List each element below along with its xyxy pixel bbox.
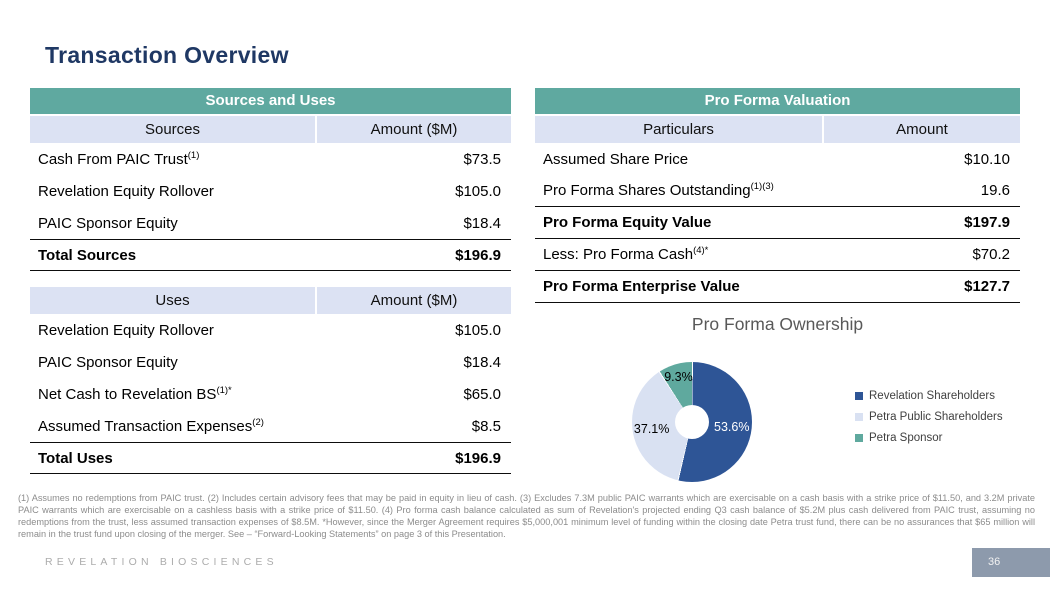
total-sources-row: Total Sources $196.9: [30, 239, 511, 271]
sources-column-headers: Sources Amount ($M): [30, 116, 511, 143]
row-amount: $73.5: [463, 150, 501, 168]
donut-data-label: 9.3%: [664, 369, 693, 384]
footnote-marker: (1): [187, 149, 200, 161]
legend-label: Petra Public Shareholders: [869, 411, 1003, 423]
table-row: Assumed Transaction Expenses(2) $8.5: [30, 410, 511, 442]
row-label: PAIC Sponsor Equity: [38, 353, 178, 371]
row-amount: $105.0: [455, 182, 501, 200]
pro-forma-valuation-header: Pro Forma Valuation: [535, 88, 1020, 114]
footnote-marker: (2): [252, 416, 264, 428]
row-label: Pro Forma Enterprise Value: [543, 278, 740, 295]
legend-item: Petra Sponsor: [855, 432, 1003, 444]
legend-item: Petra Public Shareholders: [855, 411, 1003, 423]
row-amount: $196.9: [455, 246, 501, 264]
chart-legend: Revelation Shareholders Petra Public Sha…: [855, 390, 1003, 453]
uses-column-headers: Uses Amount ($M): [30, 287, 511, 314]
row-amount: $70.2: [972, 246, 1010, 263]
legend-item: Revelation Shareholders: [855, 390, 1003, 402]
sources-col-header: Sources: [30, 116, 315, 143]
row-label: Pro Forma Shares Outstanding(1)(3): [543, 181, 774, 199]
row-label: Assumed Share Price: [543, 150, 689, 168]
chart-title: Pro Forma Ownership: [691, 314, 864, 334]
page-number-badge: 36: [972, 548, 1050, 577]
footnotes: (1) Assumes no redemptions from PAIC tru…: [18, 493, 1035, 539]
uses-amount-col-header: Amount ($M): [317, 287, 511, 314]
equity-value-row: Pro Forma Equity Value $197.9: [535, 207, 1020, 239]
donut-data-label: 37.1%: [633, 422, 670, 437]
row-label: PAIC Sponsor Equity: [38, 214, 178, 232]
uses-col-header: Uses: [30, 287, 315, 314]
row-label: Revelation Equity Rollover: [38, 321, 214, 339]
row-amount: $18.4: [463, 214, 501, 232]
table-row: Assumed Share Price $10.10: [535, 143, 1020, 175]
row-label: Total Sources: [38, 246, 137, 264]
amount-col-header: Amount: [824, 116, 1020, 143]
row-label: Assumed Transaction Expenses(2): [38, 416, 264, 435]
row-amount: $10.10: [964, 150, 1010, 168]
table-row: Less: Pro Forma Cash(4)* $70.2: [535, 239, 1020, 271]
footer-brand: REVELATION BIOSCIENCES: [45, 556, 278, 568]
row-label: Cash From PAIC Trust(1): [38, 149, 200, 168]
donut-data-label: 53.6%: [714, 419, 750, 434]
table-row: Net Cash to Revelation BS(1)* $65.0: [30, 378, 511, 410]
row-label: Net Cash to Revelation BS(1)*: [38, 384, 232, 403]
row-amount: $197.9: [964, 214, 1010, 231]
row-amount: $127.7: [964, 278, 1010, 295]
legend-label: Revelation Shareholders: [869, 390, 995, 402]
table-row: Cash From PAIC Trust(1) $73.5: [30, 143, 511, 175]
legend-swatch: [855, 434, 863, 442]
legend-label: Petra Sponsor: [869, 432, 943, 444]
footnote-marker: (4)*: [693, 245, 709, 256]
table-row: Pro Forma Shares Outstanding(1)(3) 19.6: [535, 175, 1020, 207]
row-amount: $105.0: [455, 321, 501, 339]
row-label: Less: Pro Forma Cash(4)*: [543, 245, 709, 263]
valuation-column-headers: Particulars Amount: [535, 116, 1020, 143]
table-row: PAIC Sponsor Equity $18.4: [30, 207, 511, 239]
pro-forma-valuation-table: Pro Forma Valuation Particulars Amount A…: [535, 88, 1020, 303]
row-label: Revelation Equity Rollover: [38, 182, 214, 200]
row-amount: $65.0: [463, 385, 501, 403]
pro-forma-ownership-chart: Pro Forma Ownership 53.6% 37.1% 9.3% Revel…: [535, 310, 1020, 492]
row-amount: $196.9: [455, 449, 501, 467]
row-amount: $18.4: [463, 353, 501, 371]
table-row: Revelation Equity Rollover $105.0: [30, 314, 511, 346]
sources-and-uses-header: Sources and Uses: [30, 88, 511, 114]
table-row: Revelation Equity Rollover $105.0: [30, 175, 511, 207]
footnote-marker: (1)(3): [750, 181, 774, 192]
donut-chart: 53.6% 37.1% 9.3%: [632, 362, 752, 482]
table-row: PAIC Sponsor Equity $18.4: [30, 346, 511, 378]
sources-amount-col-header: Amount ($M): [317, 116, 511, 143]
sources-and-uses-table: Sources and Uses Sources Amount ($M) Cas…: [30, 88, 511, 474]
section-gap: [30, 271, 511, 287]
row-amount: 19.6: [980, 182, 1010, 199]
legend-swatch: [855, 413, 863, 421]
row-amount: $8.5: [471, 417, 501, 435]
total-uses-row: Total Uses $196.9: [30, 442, 511, 474]
page-title: Transaction Overview: [45, 42, 289, 68]
footnote-marker: (1)*: [216, 384, 232, 396]
enterprise-value-row: Pro Forma Enterprise Value $127.7: [535, 271, 1020, 303]
row-label: Pro Forma Equity Value: [543, 214, 712, 231]
particulars-col-header: Particulars: [535, 116, 822, 143]
page-number: 36: [988, 556, 1001, 568]
row-label: Total Uses: [38, 449, 113, 467]
legend-swatch: [855, 392, 863, 400]
